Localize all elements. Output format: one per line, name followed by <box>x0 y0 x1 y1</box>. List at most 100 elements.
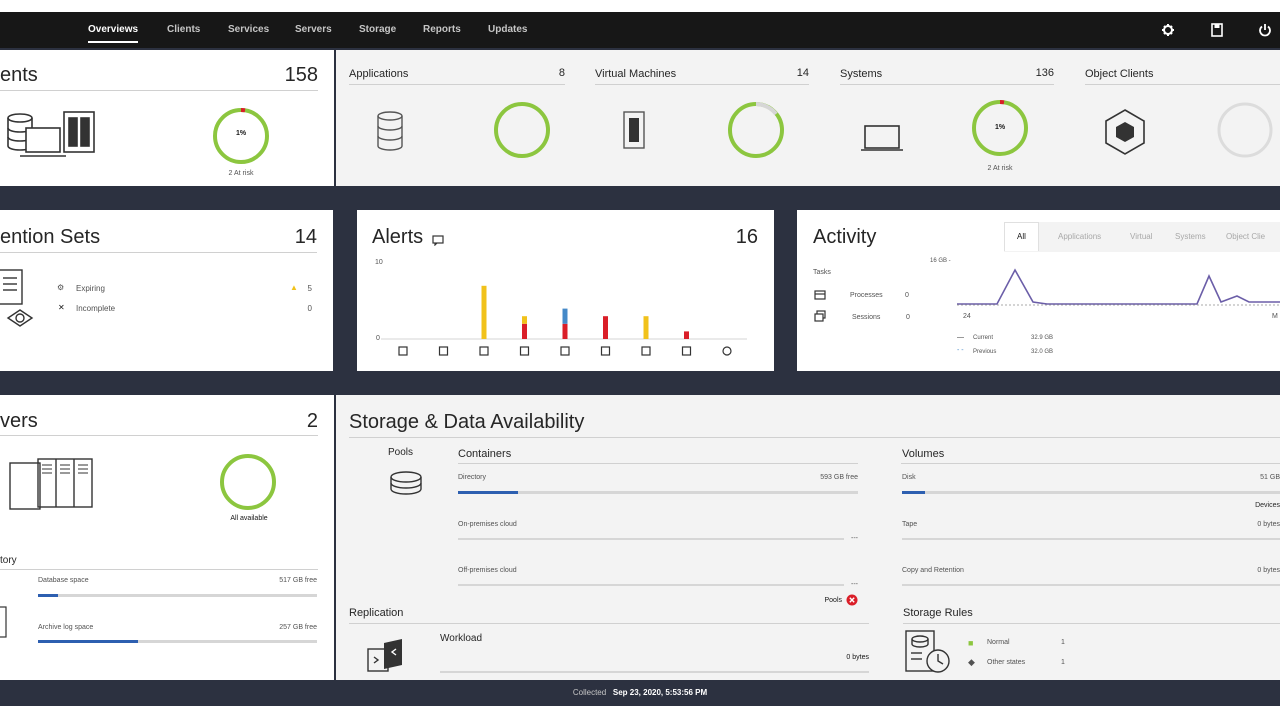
tape-value: 0 bytes <box>1257 521 1280 528</box>
copy-retention-bar <box>902 584 1280 586</box>
tape-bar <box>902 538 1280 540</box>
retention-document-icon <box>0 269 34 327</box>
pools-status-label: Pools <box>824 597 842 604</box>
archive-log-label: Archive log space <box>38 624 94 631</box>
retention-sets-panel[interactable]: ention Sets 14 ⚙ Expiring ▲ 5 ✕ Incomple… <box>0 210 333 371</box>
alerts-bar-chart <box>381 285 747 356</box>
applications-title: Applications <box>349 68 409 80</box>
comment-icon[interactable] <box>432 234 444 246</box>
retention-sets-count: 14 <box>294 226 317 248</box>
systems-risk-ring <box>972 99 1028 156</box>
object-cube-icon <box>1105 109 1145 155</box>
tab-updates[interactable]: Updates <box>488 24 528 35</box>
current-legend-value: 32.9 GB <box>1031 335 1054 341</box>
inventory-divider <box>0 569 318 570</box>
tab-servers[interactable]: Servers <box>295 24 332 35</box>
virtual-machines-title: Virtual Machines <box>595 68 677 80</box>
alert-bar-systems-0[interactable] <box>522 323 527 339</box>
volumes-title: Volumes <box>902 448 945 460</box>
collected-timestamp: Sep 23, 2020, 5:53:56 PM <box>612 688 708 697</box>
on-premises-cloud-bar <box>458 538 844 540</box>
containers-divider <box>458 463 858 464</box>
activity-tab-applications[interactable]: Applications <box>1058 232 1102 241</box>
previous-legend-label: Previous <box>973 349 997 355</box>
servers-title: vers <box>0 410 38 432</box>
alerts-panel[interactable]: Alerts 16 10 0 <box>357 210 774 371</box>
servers-divider <box>0 435 318 436</box>
object-clients-summary[interactable]: Object Clients <box>1085 50 1280 186</box>
other-states-value: 1 <box>1061 659 1065 666</box>
activity-panel[interactable]: Activity All Applications Virtual System… <box>797 210 1280 371</box>
database-icon <box>377 111 403 151</box>
servers-panel[interactable]: vers 2 All available tory Database space… <box>0 395 334 680</box>
alert-bar-vm-servers-1[interactable] <box>562 308 568 324</box>
incomplete-value: 0 <box>307 304 312 313</box>
activity-tab-virtual[interactable]: Virtual <box>1130 232 1153 241</box>
power-icon[interactable] <box>1256 21 1274 39</box>
activity-tab-object-clients[interactable]: Object Clie <box>1226 232 1266 241</box>
clients-risk-ring <box>213 107 269 164</box>
systems-ring-caption: 2 At risk <box>987 165 1013 172</box>
virtual-machines-divider <box>595 84 809 85</box>
alert-bar-vm-servers-0[interactable] <box>562 323 568 339</box>
pools-label: Pools <box>388 447 414 458</box>
disk-value: 51 GB <box>1260 474 1280 481</box>
alert-bar-object-clients-2[interactable] <box>643 316 649 339</box>
databases-category-icon <box>438 346 449 356</box>
virtual-machines-count: 14 <box>796 67 809 79</box>
settings-icon[interactable] <box>1159 21 1177 39</box>
tab-overviews[interactable]: Overviews <box>88 12 139 48</box>
activity-axis-top: 16 GB - <box>930 258 951 264</box>
database-space-bar <box>38 594 317 597</box>
tab-reports[interactable]: Reports <box>423 24 461 35</box>
vm-servers-category-icon <box>560 346 570 356</box>
clients-count: 158 <box>284 64 318 86</box>
alert-bar-storage-0[interactable] <box>684 331 689 339</box>
applications-status-ring <box>494 102 550 158</box>
devices-link[interactable]: Devices <box>1255 502 1280 509</box>
systems-summary[interactable]: Systems 136 1% 2 At risk <box>840 50 1054 186</box>
alert-bar-file-systems-0[interactable] <box>603 316 608 339</box>
laptop-icon <box>861 125 903 151</box>
tab-storage[interactable]: Storage <box>359 24 397 35</box>
volumes-divider <box>901 463 1280 464</box>
clients-divider <box>0 90 318 91</box>
clients-panel[interactable]: ents 158 1% 2 At risk <box>0 50 334 186</box>
alert-bar-systems-2[interactable] <box>522 316 527 324</box>
archive-log-bar <box>38 640 317 643</box>
systems-title: Systems <box>840 68 883 80</box>
tab-services[interactable]: Services <box>228 24 270 35</box>
top-margin <box>0 0 1280 12</box>
tab-clients[interactable]: Clients <box>167 24 201 35</box>
object-clients-category-icon <box>641 346 651 356</box>
systems-category-icon <box>519 346 530 356</box>
activity-title: Activity <box>813 226 877 248</box>
save-icon[interactable] <box>1208 21 1226 39</box>
clients-ring-caption: 2 At risk <box>228 170 254 177</box>
error-icon[interactable] <box>846 594 858 606</box>
virtual-machines-summary[interactable]: Virtual Machines 14 <box>595 50 809 186</box>
storage-panel: Storage & Data Availability Pools Contai… <box>336 395 1280 680</box>
activity-tab-all[interactable]: All <box>1004 222 1039 251</box>
alert-bar-servers-2[interactable] <box>481 285 487 339</box>
object-clients-status-ring <box>1217 102 1273 158</box>
retention-divider <box>0 252 317 253</box>
processes-label: Processes <box>850 292 883 299</box>
disk-label: Disk <box>902 474 916 481</box>
current-legend-marker: — <box>957 334 964 341</box>
activity-axis-end: M <box>1272 313 1278 320</box>
storage-rules-divider <box>903 623 1280 624</box>
activity-tab-systems[interactable]: Systems <box>1175 232 1206 241</box>
normal-status-icon: ■ <box>968 638 974 648</box>
servers-count: 2 <box>306 410 318 432</box>
applications-summary[interactable]: Applications 8 <box>349 50 565 186</box>
file-systems-category-icon <box>600 346 611 356</box>
applications-divider <box>349 84 565 85</box>
off-premises-cloud-value: --- <box>851 581 858 588</box>
directory-label: Directory <box>458 474 487 481</box>
alerts-y-zero-label: 0 <box>376 335 380 342</box>
directory-bar-fill <box>458 491 518 494</box>
storage-divider <box>349 437 1280 438</box>
tasks-label: Tasks <box>813 269 831 276</box>
incomplete-icon: ✕ <box>58 303 65 312</box>
